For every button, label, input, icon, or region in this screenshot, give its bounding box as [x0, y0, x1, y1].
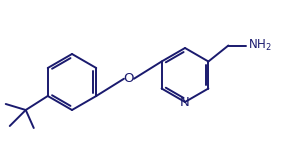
Text: N: N: [180, 96, 190, 108]
Text: O: O: [124, 72, 134, 85]
Text: NH$_2$: NH$_2$: [248, 38, 272, 53]
